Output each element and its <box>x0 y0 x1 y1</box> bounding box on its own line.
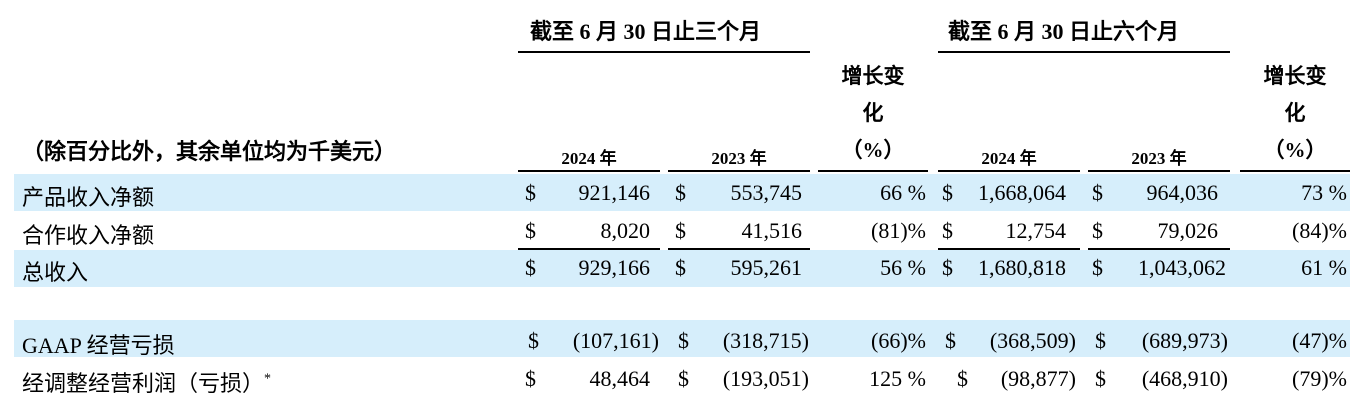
change-label-line2: 化 <box>1284 101 1306 125</box>
change-label-line1: 增长变 <box>1263 64 1327 88</box>
value-q2024: 929,166 <box>578 255 651 280</box>
value-q2024: 921,146 <box>578 180 651 205</box>
change-q: 125 % <box>869 366 926 391</box>
change-h: (84)% <box>1292 218 1347 243</box>
header-six-months-underline <box>938 51 1230 53</box>
header-change-six-months: 增长变 化 （%） <box>1240 58 1350 169</box>
row-label-collab-revenue: 合作收入净额 <box>22 223 155 248</box>
value-h2024: 1,680,818 <box>978 255 1066 280</box>
table-row: $ (107,161) $ (318,715) (66)% $ (368,509… <box>0 328 1365 358</box>
change-q: (81)% <box>871 218 926 243</box>
year-rule-h2023 <box>1088 170 1230 172</box>
footnote-mark: * <box>264 371 272 387</box>
value-q2024: 48,464 <box>589 366 651 391</box>
value-h2024: (368,509) <box>989 328 1076 353</box>
table-row: $ 8,020 $ 41,516 (81)% $ 12,754 $ 79,026… <box>0 218 1365 248</box>
currency-sign: $ <box>525 180 536 205</box>
change-label-line3: （%） <box>841 138 905 162</box>
currency-sign: $ <box>942 180 953 205</box>
year-header-h2024: 2024 年 <box>981 149 1037 168</box>
subtotal-rule-h2024 <box>938 248 1080 250</box>
value-q2023: (193,051) <box>722 366 809 391</box>
currency-sign: $ <box>942 255 953 280</box>
table-row: $ 929,166 $ 595,261 56 % $ 1,680,818 $ 1… <box>0 255 1365 285</box>
change-label-line2: 化 <box>862 101 884 125</box>
currency-sign: $ <box>957 366 968 391</box>
value-q2023: 41,516 <box>741 218 803 243</box>
row-label-product-revenue: 产品收入净额 <box>22 185 155 210</box>
currency-sign: $ <box>1092 218 1103 243</box>
currency-sign: $ <box>525 366 536 391</box>
currency-sign: $ <box>1095 328 1106 353</box>
change-rule-h <box>1240 170 1350 172</box>
value-q2024: 8,020 <box>600 218 651 243</box>
change-q: 56 % <box>880 255 926 280</box>
header-change-three-months: 增长变 化 （%） <box>818 58 928 169</box>
change-rule-q <box>818 170 928 172</box>
row-band-product-revenue <box>14 174 1350 211</box>
value-q2023: 595,261 <box>730 255 803 280</box>
currency-sign: $ <box>1095 366 1106 391</box>
currency-sign: $ <box>675 180 686 205</box>
year-rule-h2024 <box>938 170 1080 172</box>
currency-sign: $ <box>528 328 539 353</box>
change-h: (47)% <box>1292 328 1347 353</box>
year-header-h2023: 2023 年 <box>1131 149 1187 168</box>
currency-sign: $ <box>675 218 686 243</box>
row-band-total-revenue <box>14 250 1350 287</box>
change-h: (79)% <box>1292 366 1347 391</box>
currency-sign: $ <box>1092 180 1103 205</box>
change-h: 73 % <box>1301 180 1347 205</box>
currency-sign: $ <box>675 255 686 280</box>
value-q2024: (107,161) <box>572 328 659 353</box>
year-header-q2024: 2024 年 <box>561 149 617 168</box>
unit-note: （除百分比外，其余单位均为千美元） <box>22 139 397 164</box>
row-band-gaap-loss <box>14 320 1350 357</box>
header-three-months: 截至 6 月 30 日止三个月 <box>530 19 762 44</box>
value-h2023: 1,043,062 <box>1138 255 1226 280</box>
table-row: $ 921,146 $ 553,745 66 % $ 1,668,064 $ 9… <box>0 180 1365 210</box>
value-q2023: (318,715) <box>722 328 809 353</box>
subtotal-rule-h2023 <box>1088 248 1230 250</box>
change-h: 61 % <box>1301 255 1347 280</box>
year-header-q2023: 2023 年 <box>711 149 767 168</box>
year-rule-q2024 <box>518 170 660 172</box>
value-h2024: 1,668,064 <box>978 180 1066 205</box>
value-h2023: 79,026 <box>1157 218 1219 243</box>
currency-sign: $ <box>525 218 536 243</box>
change-q: (66)% <box>871 328 926 353</box>
currency-sign: $ <box>525 255 536 280</box>
currency-sign: $ <box>942 218 953 243</box>
currency-sign: $ <box>678 328 689 353</box>
currency-sign: $ <box>1092 255 1103 280</box>
value-h2023: (468,910) <box>1141 366 1228 391</box>
change-q: 66 % <box>880 180 926 205</box>
change-label-line3: （%） <box>1263 138 1327 162</box>
currency-sign: $ <box>678 366 689 391</box>
value-h2023: 964,036 <box>1146 180 1219 205</box>
row-label-text: 经调整经营利润（亏损） <box>22 371 265 396</box>
value-q2023: 553,745 <box>730 180 803 205</box>
value-h2024: (98,877) <box>1000 366 1076 391</box>
subtotal-rule-q2024 <box>518 248 660 250</box>
currency-sign: $ <box>945 328 956 353</box>
header-three-months-underline <box>518 51 810 53</box>
row-label-total-revenue: 总收入 <box>22 260 89 285</box>
table-row: $ 48,464 $ (193,051) 125 % $ (98,877) $ … <box>0 366 1365 396</box>
value-h2024: 12,754 <box>1005 218 1067 243</box>
value-h2023: (689,973) <box>1141 328 1228 353</box>
row-label-gaap-operating-loss: GAAP 经营亏损 <box>22 333 175 358</box>
subtotal-rule-q2023 <box>668 248 810 250</box>
header-six-months: 截至 6 月 30 日止六个月 <box>948 19 1180 44</box>
row-label-adjusted-operating-profit: 经调整经营利润（亏损）* <box>22 366 271 398</box>
change-label-line1: 增长变 <box>841 64 905 88</box>
year-rule-q2023 <box>668 170 810 172</box>
